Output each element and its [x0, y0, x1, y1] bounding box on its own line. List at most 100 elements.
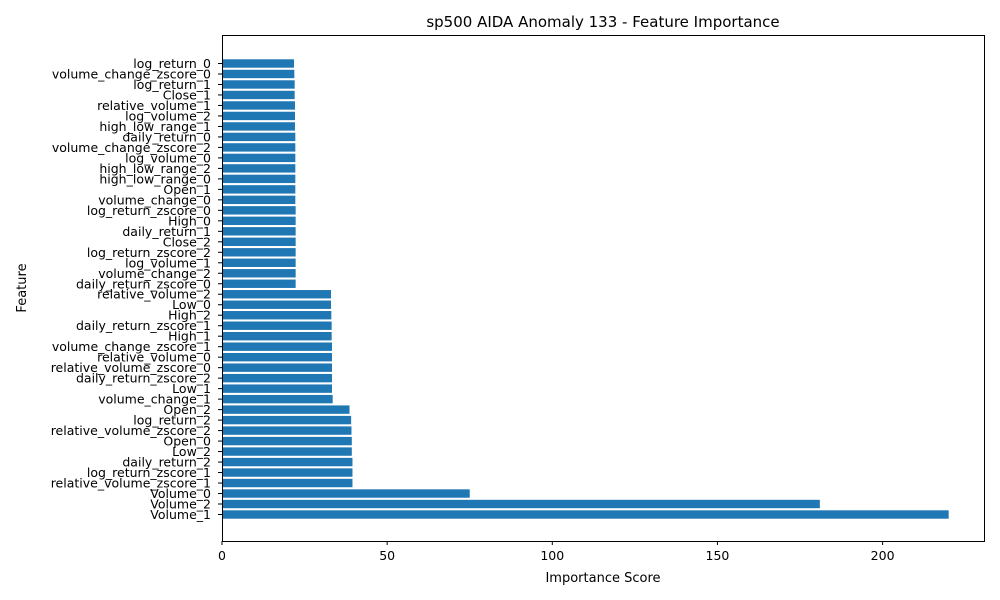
x-tick-label: 100 [540, 548, 564, 563]
y-tick-label: daily_return_0 [122, 129, 211, 144]
y-tick-label: Open_2 [163, 402, 211, 417]
bar-volume_change_2 [222, 269, 296, 278]
bar-log_volume_2 [222, 111, 295, 121]
bar-Volume_1 [222, 510, 949, 519]
bar-Low_2 [222, 447, 352, 456]
y-tick-label: log_return_zscore_0 [87, 203, 211, 218]
y-tick-label: log_volume_0 [125, 150, 211, 165]
bar-volume_change_zscore_2 [222, 143, 296, 152]
axes-frame [222, 35, 985, 542]
y-tick-label: volume_change_0 [98, 192, 211, 207]
bar-Low_1 [222, 384, 332, 393]
bar-Open_2 [222, 405, 350, 414]
bar-Open_1 [222, 185, 296, 194]
y-tick-label: relative_volume_1 [97, 98, 211, 113]
bar-log_return_2 [222, 415, 352, 425]
y-tick-label: Low_2 [172, 444, 211, 459]
bar-log_return_0 [222, 59, 295, 68]
y-tick-label: high_low_range_0 [99, 171, 211, 186]
bar-Open_0 [222, 436, 352, 446]
y-tick-label: daily_return_zscore_2 [76, 371, 211, 386]
bar-volume_change_zscore_0 [222, 69, 295, 79]
y-axis-ticks: Volume_1Volume_2Volume_0relative_volume_… [51, 56, 222, 522]
y-tick-label: daily_return_2 [122, 455, 211, 470]
bar-Volume_2 [222, 499, 820, 509]
y-tick-label: daily_return_zscore_0 [76, 276, 211, 291]
bar-High_0 [222, 216, 296, 226]
bar-Low_0 [222, 300, 331, 309]
bar-log_return_zscore_2 [222, 248, 296, 257]
y-tick-label: daily_return_1 [122, 224, 211, 239]
bar-volume_change_0 [222, 195, 296, 205]
x-tick-label: 200 [871, 548, 895, 563]
bar-relative_volume_0 [222, 352, 332, 362]
bar-relative_volume_zscore_0 [222, 363, 332, 372]
bar-volume_change_1 [222, 394, 333, 404]
y-tick-label: volume_change_2 [98, 266, 211, 281]
bar-relative_volume_zscore_1 [222, 478, 353, 488]
x-tick-label: 0 [218, 548, 226, 563]
bar-daily_return_2 [222, 457, 353, 467]
y-tick-label: volume_change_zscore_1 [52, 339, 211, 354]
bar-Close_2 [222, 237, 296, 246]
y-tick-label: log_return_1 [133, 77, 211, 92]
y-tick-label: relative_volume_zscore_2 [51, 423, 211, 438]
y-tick-label: relative_volume_0 [97, 350, 211, 365]
bar-daily_return_zscore_2 [222, 373, 332, 383]
y-tick-label: high_low_range_1 [99, 119, 211, 134]
y-tick-label: Close_2 [163, 234, 211, 249]
bar-relative_volume_2 [222, 290, 331, 299]
x-tick-label: 50 [379, 548, 395, 563]
y-tick-label: log_return_zscore_1 [87, 465, 211, 480]
bar-log_return_zscore_1 [222, 468, 353, 477]
y-tick-label: Open_1 [163, 182, 211, 197]
y-tick-label: volume_change_zscore_2 [52, 140, 211, 155]
bar-daily_return_zscore_1 [222, 321, 332, 330]
y-tick-label: log_volume_2 [125, 108, 211, 123]
x-axis-ticks: 0 50 100 150 200 [218, 541, 895, 563]
y-tick-label: High_2 [168, 308, 211, 323]
y-tick-label: volume_change_zscore_0 [52, 66, 211, 81]
y-tick-label: relative_volume_2 [97, 287, 211, 302]
y-tick-label: High_0 [168, 213, 211, 228]
bar-daily_return_1 [222, 227, 296, 236]
y-tick-label: Volume_0 [150, 486, 211, 501]
bar-log_volume_0 [222, 153, 296, 163]
y-tick-label: log_volume_1 [125, 255, 211, 270]
y-tick-label: Low_1 [172, 381, 211, 396]
y-tick-label: Volume_2 [150, 497, 211, 512]
bar-log_return_zscore_0 [222, 206, 296, 215]
y-tick-label: Open_0 [163, 434, 211, 449]
y-tick-label: Low_0 [172, 297, 211, 312]
chart-title: sp500 AIDA Anomaly 133 - Feature Importa… [426, 13, 779, 31]
bar-log_volume_1 [222, 258, 296, 267]
y-tick-label: relative_volume_zscore_0 [51, 360, 211, 375]
y-tick-label: Volume_1 [150, 507, 211, 522]
bar-log_return_1 [222, 80, 295, 89]
y-tick-label: High_1 [168, 329, 211, 344]
y-tick-label: Close_1 [163, 87, 211, 102]
bar-high_low_range_1 [222, 122, 295, 131]
bars-group [222, 59, 949, 519]
bar-relative_volume_1 [222, 101, 295, 110]
bar-daily_return_zscore_0 [222, 279, 296, 288]
y-tick-label: high_low_range_2 [99, 161, 211, 176]
x-axis-label: Importance Score [545, 571, 660, 586]
y-tick-label: log_return_0 [133, 56, 211, 71]
bar-Close_1 [222, 90, 295, 100]
y-tick-label: relative_volume_zscore_1 [51, 476, 211, 491]
bar-relative_volume_zscore_2 [222, 426, 352, 435]
y-tick-label: log_return_zscore_2 [87, 245, 211, 260]
bar-high_low_range_2 [222, 164, 296, 173]
y-tick-label: volume_change_1 [98, 392, 211, 407]
bar-volume_change_zscore_1 [222, 342, 332, 351]
bar-High_2 [222, 311, 332, 320]
bar-High_1 [222, 332, 332, 341]
y-axis-label: Feature [15, 263, 30, 312]
y-tick-label: daily_return_zscore_1 [76, 318, 211, 333]
bar-Volume_0 [222, 489, 470, 498]
bar-high_low_range_0 [222, 174, 296, 184]
y-tick-label: log_return_2 [133, 413, 211, 428]
x-tick-label: 150 [706, 548, 730, 563]
